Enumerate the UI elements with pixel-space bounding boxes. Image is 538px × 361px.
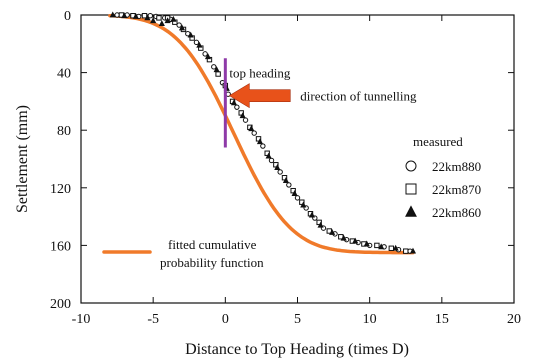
data-point-22km860	[239, 112, 246, 119]
data-point-22km860	[204, 53, 212, 60]
legend: measured 22km880 22km870 22km860 fitted cumu…	[102, 134, 481, 270]
data-point-22km860	[178, 24, 186, 31]
y-tick-label: 40	[57, 67, 71, 82]
x-tick-label: 0	[222, 312, 229, 327]
legend-title: measured	[413, 134, 463, 149]
data-point-22km860	[158, 20, 165, 27]
data-point-22km860	[150, 17, 157, 24]
data-point-22km860	[164, 17, 171, 24]
data-point-22km860	[196, 41, 203, 48]
annotation-group: top heading direction of tunnelling	[223, 58, 417, 148]
data-point-22km870	[156, 15, 162, 21]
data-point-22km860	[392, 244, 399, 251]
data-point-22km880	[277, 169, 283, 175]
data-point-22km870	[374, 242, 380, 249]
x-tick-label: -5	[147, 312, 159, 327]
data-point-22km860	[282, 177, 290, 183]
data-point-22km880	[114, 12, 120, 18]
data-point-22km880	[211, 64, 217, 70]
data-point-22km880	[294, 195, 301, 201]
data-point-22km860	[256, 138, 264, 145]
direction-label: direction of tunnelling	[300, 89, 417, 104]
legend-label: 22km880	[432, 159, 481, 174]
data-point-22km860	[340, 234, 347, 241]
data-point-22km860	[308, 211, 316, 218]
x-tick-label: 5	[294, 312, 301, 327]
y-tick-label: 0	[64, 9, 71, 24]
x-axis-label: Distance to Top Heading (times D)	[185, 341, 409, 358]
legend-fit-label-line1: fitted cumulative	[168, 237, 257, 252]
data-point-22km880	[260, 143, 266, 149]
data-point-22km880	[193, 39, 200, 46]
data-point-22km860	[265, 152, 272, 159]
data-point-22km860	[132, 12, 139, 19]
x-tick-label: 20	[507, 312, 521, 327]
data-points-group	[109, 11, 417, 254]
data-point-22km880	[286, 182, 292, 188]
data-point-22km860	[121, 12, 128, 19]
data-point-22km860	[213, 66, 220, 73]
data-point-22km860	[230, 99, 238, 106]
y-tick-label: 120	[50, 182, 71, 197]
data-point-22km860	[363, 240, 370, 247]
data-point-22km870	[215, 71, 221, 77]
x-tick-label: 15	[435, 312, 449, 327]
legend-marker-22km870	[405, 183, 417, 195]
data-point-22km860	[274, 164, 281, 171]
data-point-22km860	[317, 221, 324, 228]
data-point-22km880	[234, 104, 240, 110]
data-point-22km860	[248, 125, 255, 132]
data-point-22km860	[187, 31, 194, 38]
data-point-22km860	[329, 228, 336, 235]
direction-arrow	[228, 83, 291, 109]
legend-label: 22km870	[432, 182, 481, 197]
data-point-22km860	[352, 237, 359, 244]
data-point-22km860	[291, 190, 298, 196]
fitted-curve-line	[108, 13, 415, 255]
y-tick-label: 80	[57, 124, 71, 139]
top-heading-label: top heading	[229, 66, 291, 81]
y-axis-label: Settlement (mm)	[14, 105, 31, 213]
legend-marker-22km860	[405, 205, 417, 217]
data-point-22km880	[251, 130, 257, 136]
data-point-22km880	[268, 157, 275, 164]
data-point-22km860	[409, 247, 417, 254]
x-tick-label: 10	[363, 312, 377, 327]
data-point-22km860	[300, 201, 307, 208]
data-point-22km860	[170, 15, 177, 22]
data-point-22km880	[176, 22, 182, 28]
data-point-22km880	[242, 117, 249, 123]
data-point-22km860	[109, 11, 116, 18]
data-point-22km870	[388, 245, 395, 251]
legend-label: 22km860	[432, 205, 481, 220]
data-point-22km870	[403, 248, 409, 254]
legend-marker-22km880	[405, 160, 417, 172]
y-tick-label: 160	[50, 239, 71, 254]
data-point-22km880	[202, 51, 208, 57]
data-point-22km860	[144, 14, 151, 21]
fitted-curve-group	[108, 13, 415, 255]
data-point-22km860	[378, 243, 385, 250]
x-tick-label: -10	[72, 312, 91, 327]
legend-fit-label-line2: probability function	[160, 255, 264, 270]
y-tick-label: 200	[50, 297, 71, 312]
